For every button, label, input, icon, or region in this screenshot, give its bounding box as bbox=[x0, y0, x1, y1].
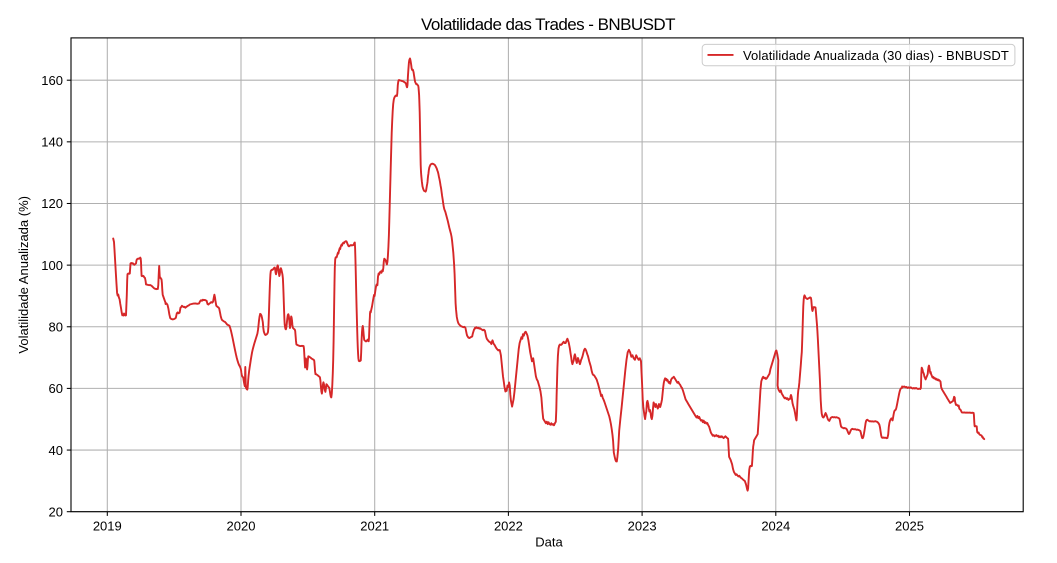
svg-text:100: 100 bbox=[41, 258, 63, 273]
svg-text:Data: Data bbox=[535, 535, 563, 550]
svg-text:2022: 2022 bbox=[494, 519, 523, 534]
svg-text:2019: 2019 bbox=[93, 519, 122, 534]
svg-text:40: 40 bbox=[49, 443, 63, 458]
svg-text:2021: 2021 bbox=[360, 519, 389, 534]
svg-text:Volatilidade das Trades - BNBU: Volatilidade das Trades - BNBUSDT bbox=[421, 15, 675, 34]
svg-text:Volatilidade Anualizada (%): Volatilidade Anualizada (%) bbox=[16, 196, 31, 354]
svg-text:20: 20 bbox=[49, 504, 63, 519]
svg-text:2025: 2025 bbox=[895, 519, 924, 534]
svg-text:2020: 2020 bbox=[227, 519, 256, 534]
svg-text:160: 160 bbox=[41, 73, 63, 88]
svg-text:120: 120 bbox=[41, 196, 63, 211]
svg-text:2024: 2024 bbox=[761, 519, 790, 534]
svg-text:60: 60 bbox=[49, 381, 63, 396]
svg-text:80: 80 bbox=[49, 320, 63, 335]
svg-text:Volatilidade Anualizada (30 di: Volatilidade Anualizada (30 dias) - BNBU… bbox=[743, 48, 1009, 63]
svg-text:140: 140 bbox=[41, 135, 63, 150]
svg-text:2023: 2023 bbox=[628, 519, 657, 534]
